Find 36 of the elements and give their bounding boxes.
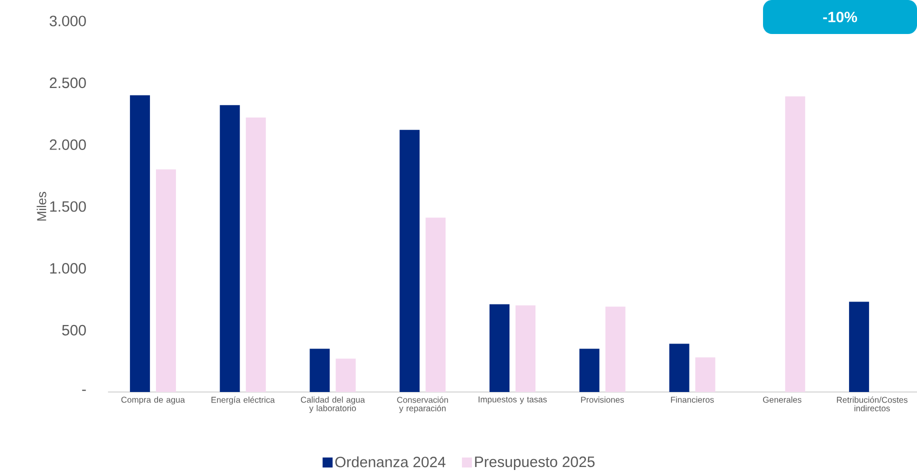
y-axis-title: Miles <box>36 192 46 221</box>
bar <box>336 358 356 392</box>
y-tick-label: 3.000 <box>50 16 86 26</box>
x-tick-label: Retribución/Costes indirectos <box>836 396 908 412</box>
x-tick-label: Impuestos y tasas <box>478 396 547 404</box>
y-tick-label: 1.000 <box>50 263 86 274</box>
y-tick-label: 500 <box>62 324 86 336</box>
bar <box>695 357 716 392</box>
bar <box>400 130 420 392</box>
x-tick-label: Compra de agua <box>121 396 185 404</box>
bar <box>579 348 600 392</box>
x-tick-label: Energía eléctrica <box>212 396 275 405</box>
bar <box>310 348 330 392</box>
bar <box>669 344 690 392</box>
bar <box>785 96 806 392</box>
legend-label: Presupuesto 2025 <box>475 456 595 470</box>
annotation: -10% <box>823 12 858 22</box>
bar <box>246 117 266 392</box>
x-tick-label: Conservación y reparación <box>397 396 448 413</box>
x-tick-label: Generales <box>763 396 802 403</box>
x-tick-label: Calidad del agua y laboratorio <box>300 396 365 413</box>
bar <box>490 304 510 392</box>
bar <box>516 305 536 392</box>
bar <box>849 302 870 392</box>
legend-label: Ordenanza 2024 <box>335 456 446 468</box>
y-tick-label: - <box>82 390 86 391</box>
y-tick-label: 2.500 <box>50 78 86 88</box>
bar <box>156 169 176 392</box>
y-tick-label: 1.500 <box>50 201 86 212</box>
x-tick-label: Financieros <box>671 396 714 403</box>
bar <box>605 306 626 392</box>
x-tick-label: Provisiones <box>581 396 624 403</box>
bar <box>220 105 240 392</box>
bar <box>130 95 150 392</box>
bar <box>426 218 446 392</box>
y-tick-label: 2.000 <box>50 139 86 150</box>
